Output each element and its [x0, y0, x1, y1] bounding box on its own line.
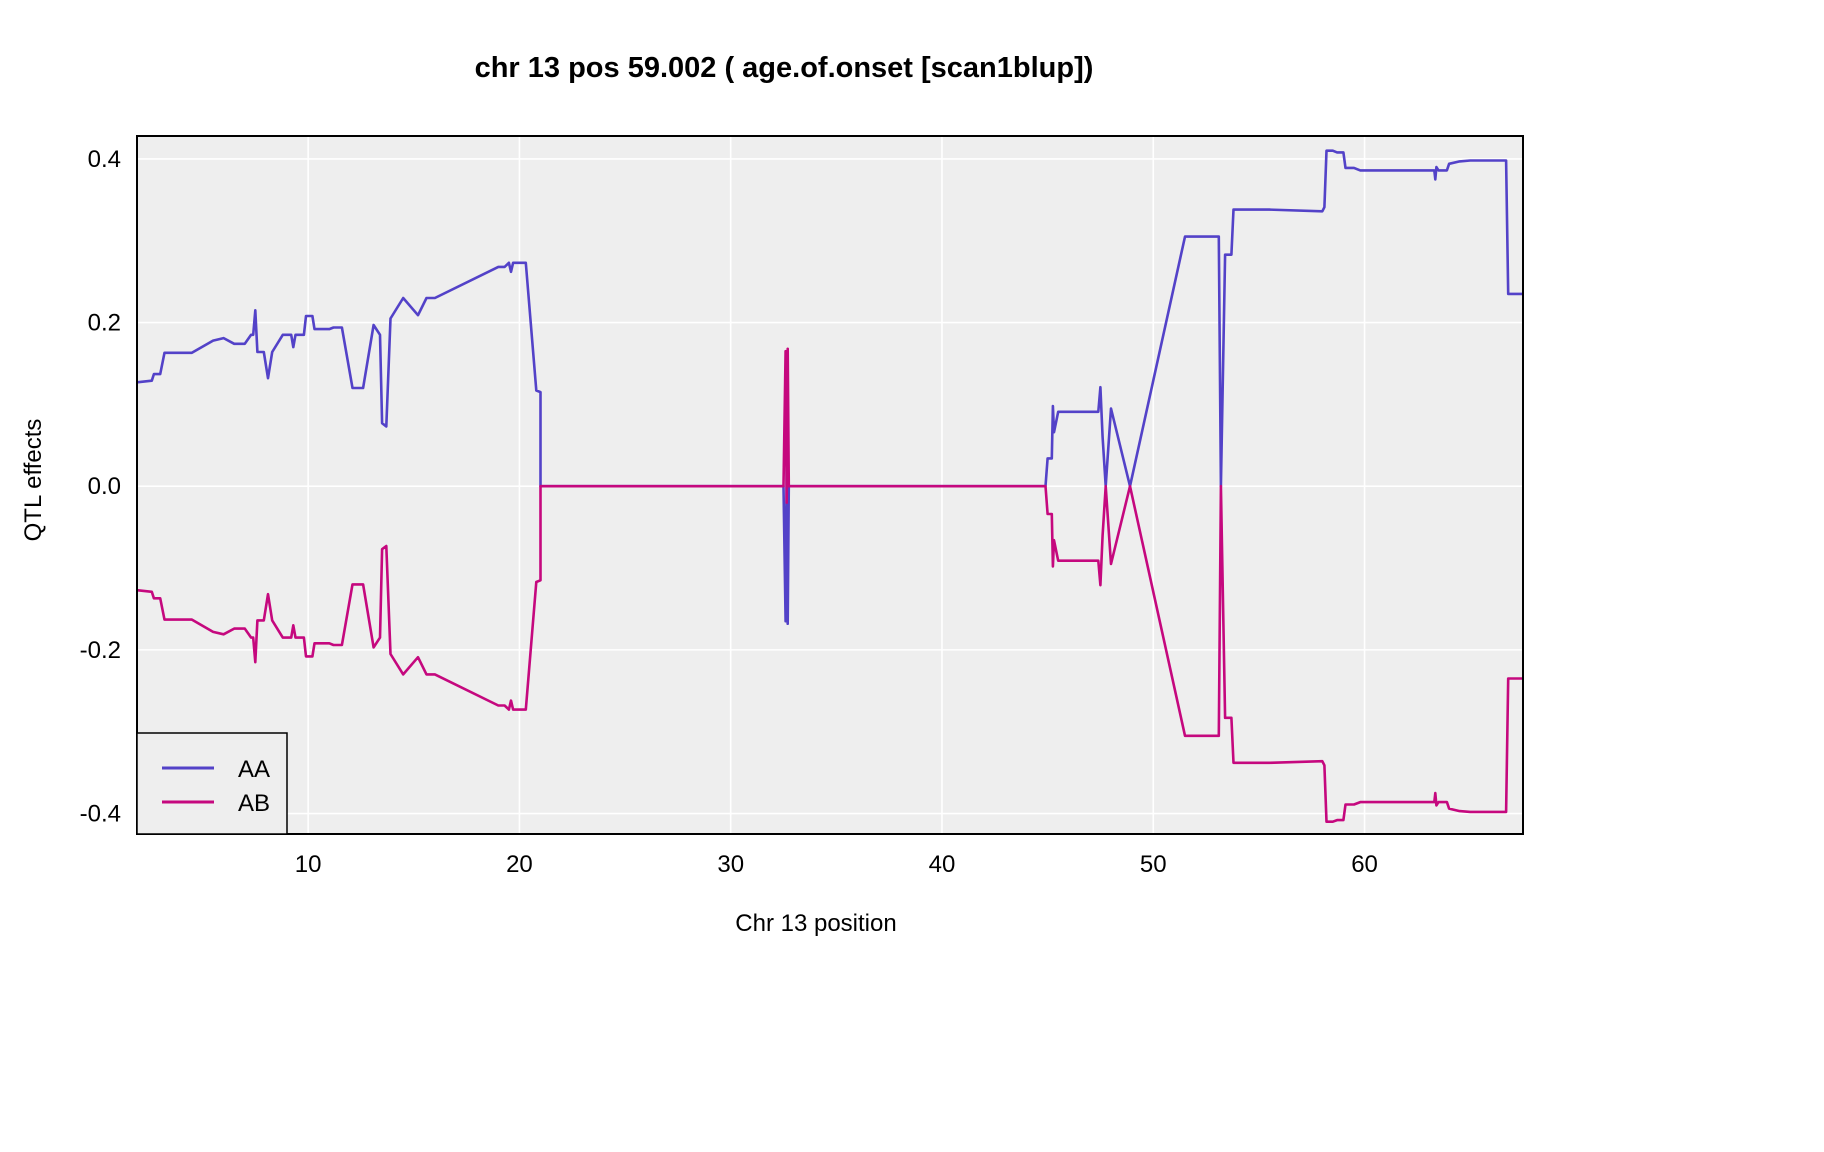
legend-box	[136, 732, 288, 835]
y-tick-label: 0.0	[88, 473, 121, 500]
plot-frame	[136, 135, 1524, 835]
y-tick-label: -0.2	[80, 637, 121, 664]
y-tick-label: 0.4	[88, 146, 121, 173]
x-tick-label: 10	[295, 851, 322, 878]
legend-label-ab: AB	[238, 790, 270, 817]
x-axis-label: Chr 13 position	[735, 910, 897, 937]
y-tick-label: -0.4	[80, 801, 121, 828]
y-axis-ticks: -0.4 -0.2 0.0 0.2 0.4	[80, 146, 121, 828]
x-tick-label: 30	[717, 851, 744, 878]
x-axis-ticks: 10 20 30 40 50 60	[295, 851, 1378, 878]
chart-title: chr 13 pos 59.002 ( age.of.onset [scan1b…	[474, 52, 1094, 84]
chart-canvas: 10 20 30 40 50 60 -0.4 -0.2 0.0 0.2 0.4 AA AB	[80, 135, 1524, 878]
x-tick-label: 40	[929, 851, 956, 878]
legend: AA AB	[136, 732, 288, 835]
y-axis-label: QTL effects	[20, 418, 47, 542]
x-tick-label: 60	[1351, 851, 1378, 878]
x-tick-label: 50	[1140, 851, 1167, 878]
x-tick-label: 20	[506, 851, 533, 878]
series-layer	[136, 149, 1523, 823]
legend-label-aa: AA	[238, 756, 270, 783]
series-line-aa	[136, 149, 1523, 625]
series-line-ab	[136, 347, 1523, 823]
y-tick-label: 0.2	[88, 310, 121, 337]
grid-lines	[137, 136, 1523, 834]
